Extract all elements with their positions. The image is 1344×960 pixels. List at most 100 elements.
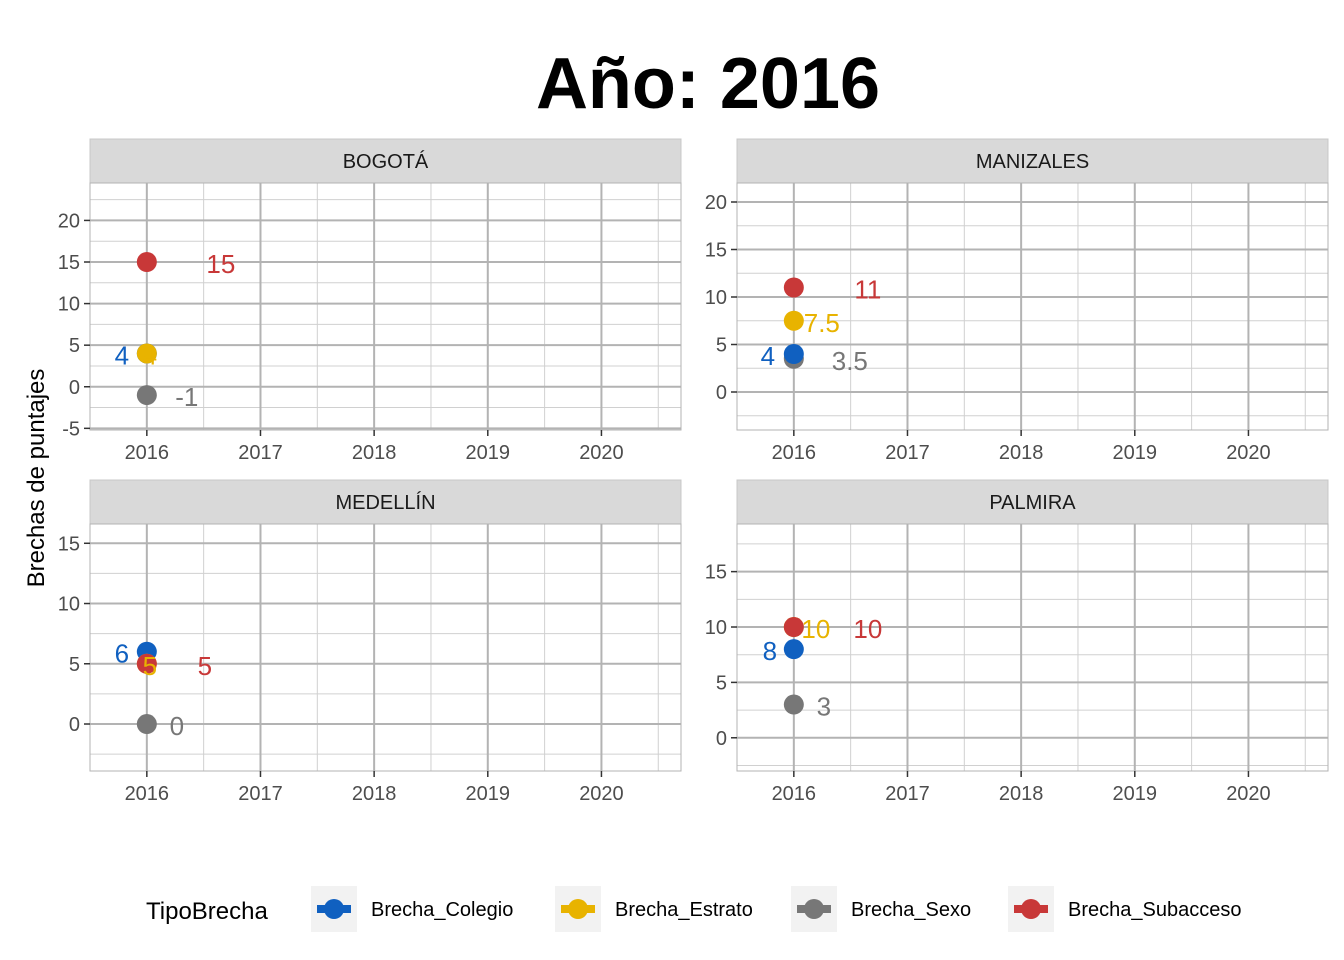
panel-border xyxy=(89,182,682,431)
y-tick-label: 20 xyxy=(705,192,727,214)
data-point xyxy=(783,639,804,660)
facet-strip-label: MANIZALES xyxy=(976,151,1089,173)
legend-entry: Brecha_Estrato xyxy=(555,886,753,932)
x-tick-label: 2016 xyxy=(125,442,170,464)
data-point xyxy=(136,653,157,674)
facet-panel: PALMIRA 0 5 10 15 2016 2017 2018 2019 2020 3 8 10 10 xyxy=(705,479,1329,805)
y-tick-label: 5 xyxy=(69,654,80,676)
y-tick-label: 0 xyxy=(69,377,80,399)
facet-panel: BOGOTÁ -5 0 5 10 15 20 2016 2017 2018 2019 2020 -1 4 4… xyxy=(58,138,682,464)
y-tick-label: 5 xyxy=(716,335,727,357)
x-tick-label: 2017 xyxy=(885,783,930,805)
y-tick-label: 15 xyxy=(705,562,727,584)
legend-key-point xyxy=(804,899,824,919)
x-tick-label: 2016 xyxy=(125,783,170,805)
data-label: 10 xyxy=(801,614,830,644)
x-tick-label: 2020 xyxy=(1226,442,1271,464)
data-label: 6 xyxy=(115,639,129,669)
data-label: 8 xyxy=(763,636,777,666)
legend-label: Brecha_Colegio xyxy=(371,899,513,921)
y-tick-label: 10 xyxy=(58,294,80,316)
facet-panel: MANIZALES 0 5 10 15 20 2016 2017 2018 2019 2020 3.5… xyxy=(705,138,1329,464)
y-tick-label: 5 xyxy=(716,672,727,694)
y-tick-label: 15 xyxy=(705,240,727,262)
data-point xyxy=(136,252,157,273)
x-tick-label: 2018 xyxy=(999,442,1044,464)
data-label: 3.5 xyxy=(832,346,868,376)
data-point xyxy=(783,310,804,331)
legend-label: Brecha_Estrato xyxy=(615,899,753,921)
legend-label: Brecha_Sexo xyxy=(851,899,971,921)
data-label: 5 xyxy=(143,651,157,681)
data-point xyxy=(136,714,157,735)
data-label: 4 xyxy=(143,340,157,370)
plot-background xyxy=(737,524,1328,771)
plot-background xyxy=(90,183,681,430)
x-tick-label: 2017 xyxy=(885,442,930,464)
x-tick-label: 2016 xyxy=(772,442,817,464)
y-tick-label: -5 xyxy=(62,418,80,440)
legend-entry: Brecha_Sexo xyxy=(791,886,971,932)
panel-border xyxy=(736,523,1329,772)
facet-strip xyxy=(89,479,682,525)
x-tick-label: 2020 xyxy=(579,442,624,464)
legend-title: TipoBrecha xyxy=(146,898,268,925)
legend-entry: Brecha_Colegio xyxy=(311,886,513,932)
facet-strip-label: PALMIRA xyxy=(989,492,1076,514)
x-tick-label: 2018 xyxy=(999,783,1044,805)
legend: TipoBrecha Brecha_Colegio Brecha_Estrato B… xyxy=(146,886,1241,932)
data-label: 3 xyxy=(817,692,831,722)
legend-key-point xyxy=(324,899,344,919)
y-tick-label: 10 xyxy=(705,617,727,639)
facet-strip xyxy=(89,138,682,184)
data-label: 15 xyxy=(206,249,235,279)
y-tick-label: 15 xyxy=(58,533,80,555)
x-tick-label: 2018 xyxy=(352,783,397,805)
y-tick-label: 0 xyxy=(716,728,727,750)
panel-border xyxy=(89,523,682,772)
data-point xyxy=(783,277,804,298)
x-tick-label: 2019 xyxy=(1113,442,1158,464)
y-tick-label: 20 xyxy=(58,210,80,232)
y-tick-label: 0 xyxy=(69,714,80,736)
x-tick-label: 2020 xyxy=(1226,783,1271,805)
chart-title: Año: 2016 xyxy=(536,44,880,124)
facet-strip-label: MEDELLÍN xyxy=(335,491,435,514)
data-label: -1 xyxy=(175,382,198,412)
data-point xyxy=(136,385,157,406)
data-label: 4 xyxy=(761,341,775,371)
legend-key-point xyxy=(1021,899,1041,919)
x-tick-label: 2018 xyxy=(352,442,397,464)
plot-background xyxy=(737,183,1328,430)
plot-background xyxy=(90,524,681,771)
panel-border xyxy=(736,182,1329,431)
y-axis-label: Brechas de puntajes xyxy=(23,369,50,588)
data-label: 4 xyxy=(115,340,129,370)
data-label: 11 xyxy=(854,275,881,305)
facet-strip-label: BOGOTÁ xyxy=(343,150,429,173)
data-label: 7.5 xyxy=(804,308,840,338)
data-label: 5 xyxy=(198,651,212,681)
x-tick-label: 2019 xyxy=(1113,783,1158,805)
legend-label: Brecha_Subacceso xyxy=(1068,899,1241,921)
data-point xyxy=(783,344,804,364)
x-tick-label: 2019 xyxy=(466,442,511,464)
x-tick-label: 2020 xyxy=(579,783,624,805)
facet-strip xyxy=(736,479,1329,525)
x-tick-label: 2016 xyxy=(772,783,817,805)
data-point xyxy=(783,694,804,715)
data-label: 0 xyxy=(170,711,184,741)
data-label: 10 xyxy=(853,614,882,644)
y-tick-label: 10 xyxy=(58,594,80,616)
legend-key-point xyxy=(568,899,588,919)
y-tick-label: 15 xyxy=(58,252,80,274)
x-tick-label: 2019 xyxy=(466,783,511,805)
data-point xyxy=(783,617,804,638)
data-point xyxy=(136,343,157,364)
y-tick-label: 10 xyxy=(705,287,727,309)
y-tick-label: 0 xyxy=(716,382,727,404)
legend-entry: Brecha_Subacceso xyxy=(1008,886,1241,932)
